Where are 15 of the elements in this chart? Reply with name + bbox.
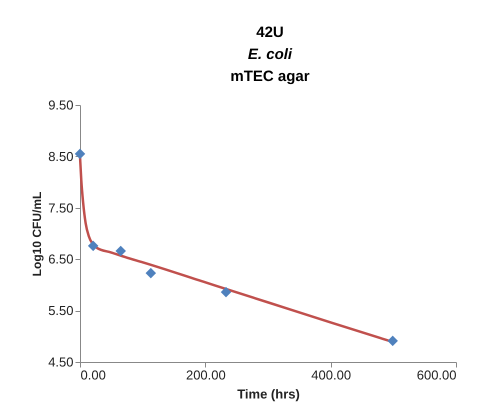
y-axis-title: Log10 CFU/mL: [30, 192, 44, 276]
x-tick-label: 400.00: [311, 368, 352, 382]
chart-title: 42U: [255, 23, 285, 43]
x-tick-label: 200.00: [186, 368, 226, 382]
y-tick-label: 6.50: [48, 252, 74, 267]
y-tick-label: 8.50: [48, 148, 74, 164]
x-axis-title: Time (hrs): [237, 386, 300, 402]
x-tick-label: 600.00: [416, 368, 456, 382]
chart-subtitle: E. coli: [246, 45, 294, 65]
y-tick-label: 4.50: [48, 354, 74, 370]
x-tick-label: 0.00: [80, 368, 106, 382]
y-tick-label: 9.50: [48, 98, 74, 112]
y-tick-label: 5.50: [48, 303, 74, 318]
text: mTEC agar: [229, 67, 311, 87]
y-tick-label: 7.50: [48, 200, 74, 216]
